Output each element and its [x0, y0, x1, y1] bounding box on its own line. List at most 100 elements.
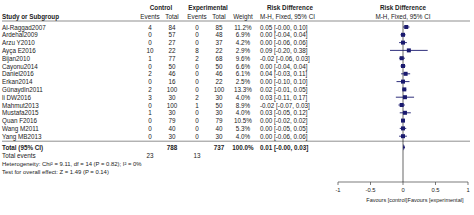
- chart: ControlExperimentalRisk DifferenceStudy …: [0, 0, 474, 215]
- weight: 4.0%: [236, 109, 251, 116]
- ctrl-total: 79: [168, 117, 176, 124]
- exp-total: 79: [215, 117, 223, 124]
- study-name: Arzu Y2010: [2, 39, 35, 46]
- x-tick: [370, 182, 371, 185]
- point-estimate: [401, 126, 405, 130]
- ctrl-events: 0: [148, 117, 152, 124]
- exp-total: 46: [215, 70, 223, 77]
- exp-events: 2: [195, 94, 199, 101]
- weight: 13.3%: [234, 86, 252, 93]
- ctrl-total: 50: [168, 63, 176, 70]
- effect-label: 0.00 [-0.05, 0.05]: [260, 125, 308, 133]
- ctrl-events: 0: [148, 125, 152, 132]
- study-name: Al-Raggad2007: [2, 24, 46, 32]
- exp-events: 8: [195, 47, 199, 54]
- point-estimate: [403, 95, 407, 99]
- exp-events: 0: [195, 86, 199, 93]
- weight: 10.5%: [234, 117, 252, 124]
- point-estimate: [407, 48, 411, 52]
- plot-header: M-H, Fixed, 95% CI: [376, 13, 431, 20]
- point-estimate: [401, 80, 405, 84]
- point-estimate: [401, 33, 405, 37]
- study-name: GünaydIn2011: [2, 86, 43, 94]
- x-label-left: Favours [control]: [366, 197, 407, 203]
- plot-header: Risk Difference: [380, 4, 426, 11]
- effect-label: 0.03 [-0.11, 0.17]: [260, 94, 307, 102]
- study-name: Ardehal2009: [2, 31, 38, 38]
- ctrl-events: 0: [148, 31, 152, 38]
- effect-label: 0.05 [-0.00, 0.10]: [260, 24, 308, 32]
- x-tick: [435, 182, 436, 185]
- x-tick: [338, 182, 339, 185]
- total-exp: 737: [214, 144, 225, 151]
- exp-total: 40: [215, 125, 223, 132]
- study-name: Bijan2010: [2, 55, 31, 63]
- weight: 4.0%: [236, 133, 251, 140]
- study-name: Quan F2016: [2, 117, 38, 125]
- weight: 6.9%: [236, 31, 251, 38]
- ctrl-events: 2: [148, 86, 152, 93]
- total-events-exp: 13: [193, 152, 201, 159]
- ctrl-total: 77: [168, 55, 176, 62]
- point-estimate: [403, 111, 407, 115]
- weight: 2.5%: [236, 78, 251, 85]
- effect-label: 0.03 [-0.05, 0.12]: [260, 109, 308, 117]
- separator: [2, 21, 470, 22]
- effect-label: 0.00 [-0.06, 0.06]: [260, 133, 308, 141]
- weight: 4.0%: [236, 94, 251, 101]
- column-header: Study or Subgroup: [2, 13, 59, 21]
- weight: 5.3%: [236, 125, 251, 132]
- study-name: Wang M2011: [2, 125, 39, 133]
- point-estimate: [401, 119, 405, 123]
- ctrl-total: 100: [167, 86, 178, 93]
- ctrl-total: 100: [167, 102, 178, 109]
- weight: 2.9%: [236, 47, 251, 54]
- study-name: Mahmut2013: [2, 102, 39, 109]
- effect-label: 0.00 [-0.04, 0.04]: [260, 31, 308, 39]
- study-name: Ayça E2016: [2, 47, 36, 55]
- x-tick-label: -0.5: [366, 187, 376, 193]
- separator: [2, 141, 470, 142]
- exp-events: 0: [195, 133, 199, 140]
- study-name: Yang MB2013: [2, 133, 42, 141]
- point-estimate: [400, 56, 404, 60]
- column-header: Weight: [233, 13, 253, 21]
- heterogeneity: Heterogeneity: Chi² = 9.11, df = 14 (P =…: [2, 161, 142, 167]
- weight: 6.6%: [236, 63, 251, 70]
- exp-events: 0: [195, 125, 199, 132]
- effect-label: 0.00 [-0.02, 0.02]: [260, 117, 308, 125]
- total-events-ctrl: 23: [146, 152, 154, 159]
- pooled-diamond: [403, 144, 405, 150]
- effect-label: 0.04 [-0.03, 0.11]: [260, 70, 307, 78]
- ctrl-events: 1: [148, 55, 152, 62]
- group-header: Risk Difference: [267, 4, 313, 11]
- plot-marks: [390, 21, 428, 182]
- ctrl-events: 4: [148, 24, 152, 31]
- exp-total: 22: [215, 47, 223, 54]
- ctrl-total: 40: [168, 125, 176, 132]
- exp-events: 0: [195, 70, 199, 77]
- exp-total: 30: [215, 133, 223, 140]
- weight: 6.1%: [236, 70, 251, 77]
- column-header: Total: [165, 13, 178, 20]
- effect-label: 0.00 [-0.10, 0.10]: [260, 78, 308, 86]
- exp-events: 0: [195, 78, 199, 85]
- x-tick-label: 1: [466, 187, 469, 193]
- study-name: li DW2016: [2, 94, 32, 101]
- weight: 8.9%: [236, 102, 251, 109]
- x-tick: [403, 182, 404, 185]
- x-tick-label: 0.5: [431, 187, 439, 193]
- ctrl-events: 0: [148, 102, 152, 109]
- ctrl-total: 30: [168, 133, 176, 140]
- effect-label: -0.02 [-0.06, 0.03]: [260, 55, 310, 63]
- study-name: Daniel2016: [2, 70, 34, 77]
- point-estimate: [401, 134, 405, 138]
- x-tick-label: 0: [401, 187, 404, 193]
- ctrl-events: 2: [148, 70, 152, 77]
- exp-total: 50: [215, 63, 223, 70]
- ctrl-total: 30: [168, 109, 176, 116]
- study-name: Cayonu2014: [2, 63, 38, 71]
- effect-label: 0.09 [-0.20, 0.38]: [260, 47, 308, 55]
- exp-total: 30: [215, 94, 223, 101]
- ctrl-events: 0: [148, 133, 152, 140]
